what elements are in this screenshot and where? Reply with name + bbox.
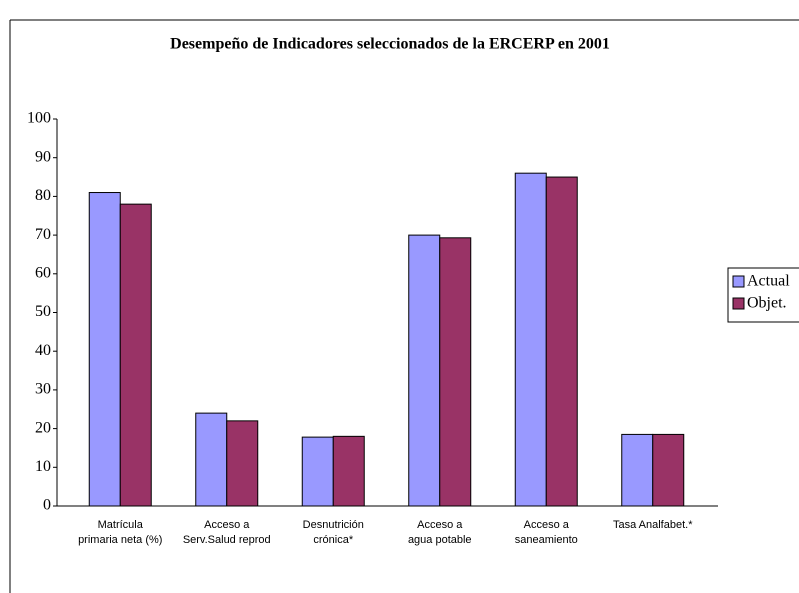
bar bbox=[439, 237, 472, 507]
bar bbox=[195, 412, 228, 507]
y-tick-label: 100 bbox=[27, 110, 51, 127]
y-tick-label: 50 bbox=[35, 303, 51, 320]
y-tick-label: 40 bbox=[35, 342, 51, 359]
bar bbox=[332, 435, 365, 507]
legend-swatch bbox=[732, 275, 745, 288]
x-tick-label: Acceso a bbox=[204, 519, 250, 531]
bar bbox=[621, 433, 654, 507]
bar bbox=[119, 203, 152, 507]
x-tick-label: Matrícula bbox=[98, 519, 144, 531]
bar bbox=[652, 433, 685, 507]
x-tick-label: primaria neta (%) bbox=[78, 534, 162, 546]
bar bbox=[514, 172, 547, 507]
chart-title: Desempeño de Indicadores seleccionados d… bbox=[170, 36, 610, 53]
x-tick-label: Tasa Analfabet.* bbox=[613, 519, 693, 531]
x-tick-label: Desnutrición bbox=[303, 519, 364, 531]
bar bbox=[408, 234, 441, 507]
y-tick-label: 60 bbox=[35, 264, 51, 281]
y-tick-label: 0 bbox=[43, 497, 51, 514]
bar bbox=[226, 420, 259, 507]
bar bbox=[88, 192, 121, 507]
x-tick-label: Acceso a bbox=[417, 519, 463, 531]
legend-label: Objet. bbox=[747, 295, 787, 312]
x-tick-label: crónica* bbox=[313, 534, 353, 546]
y-tick-label: 70 bbox=[35, 226, 51, 243]
y-tick-label: 80 bbox=[35, 187, 51, 204]
bar bbox=[545, 176, 578, 507]
legend-swatch bbox=[732, 297, 745, 310]
x-tick-label: saneamiento bbox=[515, 534, 578, 546]
y-tick-label: 30 bbox=[35, 381, 51, 398]
y-tick-label: 20 bbox=[35, 419, 51, 436]
y-tick-label: 90 bbox=[35, 148, 51, 165]
bar bbox=[301, 436, 334, 507]
legend-label: Actual bbox=[747, 273, 790, 290]
x-tick-label: Serv.Salud reprod bbox=[183, 534, 271, 546]
y-tick-label: 10 bbox=[35, 458, 51, 475]
x-tick-label: Acceso a bbox=[524, 519, 570, 531]
x-tick-label: agua potable bbox=[408, 534, 472, 546]
